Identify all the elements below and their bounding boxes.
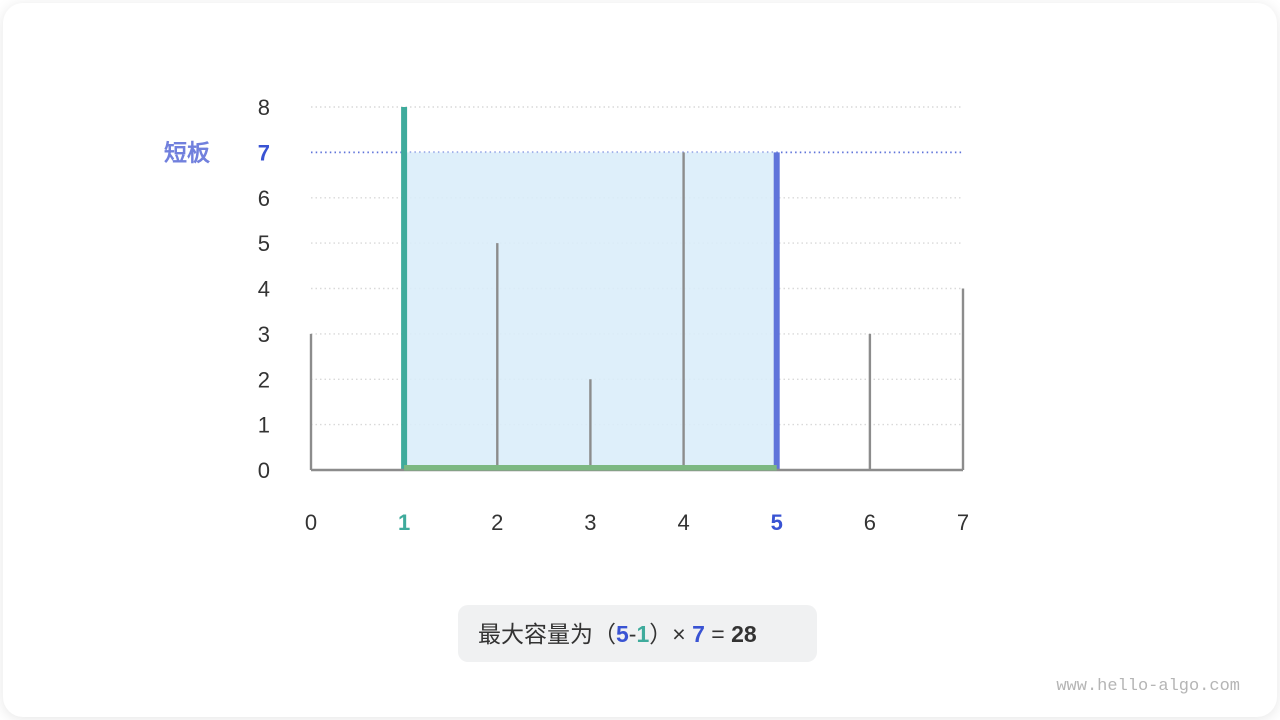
svg-text:2: 2 bbox=[258, 367, 270, 392]
svg-text:3: 3 bbox=[258, 322, 270, 347]
svg-text:1: 1 bbox=[398, 510, 410, 535]
svg-text:7: 7 bbox=[957, 510, 969, 535]
svg-text:4: 4 bbox=[677, 510, 689, 535]
svg-text:短板: 短板 bbox=[164, 139, 211, 165]
svg-text:3: 3 bbox=[584, 510, 596, 535]
svg-text:1: 1 bbox=[258, 413, 270, 438]
svg-text:2: 2 bbox=[491, 510, 503, 535]
svg-text:6: 6 bbox=[258, 186, 270, 211]
svg-text:0: 0 bbox=[258, 458, 270, 483]
svg-text:www.hello-algo.com: www.hello-algo.com bbox=[1056, 677, 1240, 696]
svg-text:5: 5 bbox=[771, 510, 783, 535]
svg-text:8: 8 bbox=[258, 95, 270, 120]
svg-text:0: 0 bbox=[305, 510, 317, 535]
svg-text:6: 6 bbox=[864, 510, 876, 535]
svg-text:4: 4 bbox=[258, 277, 270, 302]
svg-text:最大容量为（5-1）× 7 = 28: 最大容量为（5-1）× 7 = 28 bbox=[478, 621, 757, 647]
svg-text:7: 7 bbox=[258, 140, 270, 165]
svg-text:5: 5 bbox=[258, 231, 270, 256]
